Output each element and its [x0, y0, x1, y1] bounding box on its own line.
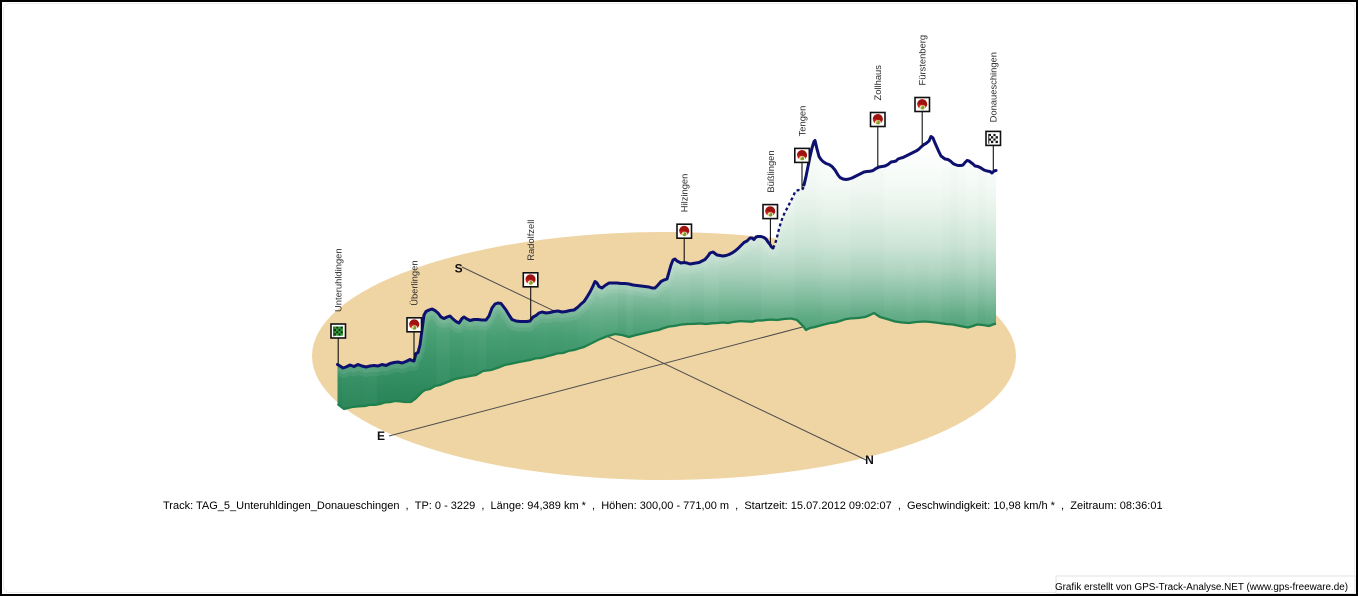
svg-text:Radolfzell: Radolfzell	[525, 220, 536, 261]
svg-text:N: N	[865, 453, 874, 467]
svg-text:Donaueschingen: Donaueschingen	[988, 52, 999, 122]
svg-text:Überlingen: Überlingen	[408, 260, 419, 305]
svg-text:Büßlingen: Büßlingen	[765, 150, 776, 192]
svg-text:Tengen: Tengen	[796, 106, 807, 137]
svg-text:Grafik erstellt von GPS-Track-: Grafik erstellt von GPS-Track-Analyse.NE…	[1055, 582, 1348, 593]
svg-text:Unteruhldingen: Unteruhldingen	[333, 248, 344, 312]
svg-text:Fürstenberg: Fürstenberg	[917, 35, 928, 86]
svg-text:E: E	[377, 429, 385, 443]
svg-text:Hilzingen: Hilzingen	[679, 174, 690, 213]
svg-text:S: S	[455, 262, 463, 276]
svg-text:Track: TAG_5_Unteruhldingen_Do: Track: TAG_5_Unteruhldingen_Donauesching…	[163, 500, 1163, 512]
svg-text:Zollhaus: Zollhaus	[872, 65, 883, 101]
